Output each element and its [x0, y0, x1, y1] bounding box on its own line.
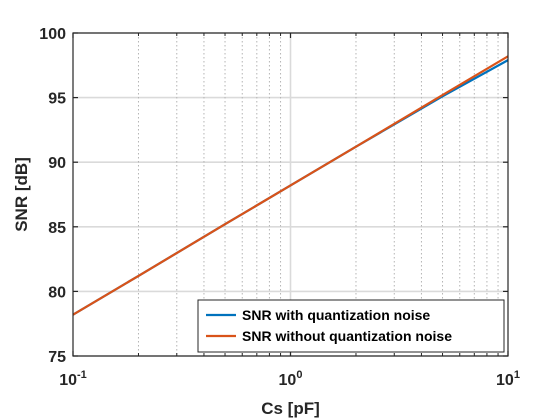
- y-tick-label: 80: [48, 284, 66, 301]
- x-tick-label: 101: [496, 369, 520, 389]
- x-tick-label: 10-1: [59, 369, 87, 389]
- y-tick-label: 85: [48, 220, 66, 237]
- series-line-2: [72, 55, 509, 316]
- series-layer: [72, 55, 509, 316]
- y-tick-label: 100: [39, 26, 66, 43]
- y-tick-label: 90: [48, 155, 66, 172]
- y-axis-label: SNR [dB]: [12, 157, 31, 232]
- y-tick-label: 95: [48, 91, 66, 108]
- legend-label-2: SNR without quantization noise: [242, 328, 452, 344]
- legend-box: [197, 299, 505, 353]
- x-axis-label: Cs [pF]: [261, 399, 320, 418]
- legend: SNR with quantization noise SNR without q…: [197, 299, 505, 353]
- y-tick-label: 75: [48, 349, 66, 366]
- legend-label-1: SNR with quantization noise: [242, 307, 430, 323]
- tick-layer: 10-1 100 101 75 80 85 90 95 100: [39, 26, 520, 389]
- x-tick-label: 100: [279, 369, 303, 389]
